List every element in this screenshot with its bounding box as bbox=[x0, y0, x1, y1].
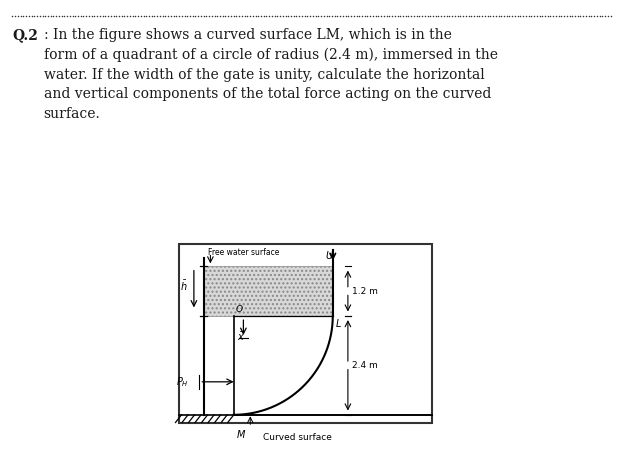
Text: $P_H$: $P_H$ bbox=[176, 375, 189, 389]
Text: $\bar{h}$: $\bar{h}$ bbox=[180, 279, 188, 293]
Text: Curved surface: Curved surface bbox=[262, 433, 331, 442]
Text: 1.2 m: 1.2 m bbox=[352, 287, 378, 296]
Text: 2.4 m: 2.4 m bbox=[352, 361, 378, 370]
Text: : In the figure shows a curved surface LM, which is in the
form of a quadrant of: : In the figure shows a curved surface L… bbox=[44, 28, 498, 121]
Text: L: L bbox=[336, 318, 341, 329]
Bar bbox=[179, 245, 432, 423]
Text: O: O bbox=[235, 306, 243, 315]
Text: Free water surface: Free water surface bbox=[207, 248, 279, 257]
Text: $\bar{x}$: $\bar{x}$ bbox=[237, 331, 245, 343]
Text: U: U bbox=[326, 251, 333, 261]
Text: Q.2: Q.2 bbox=[12, 28, 39, 43]
Bar bbox=[204, 266, 333, 316]
Text: M: M bbox=[237, 430, 245, 440]
